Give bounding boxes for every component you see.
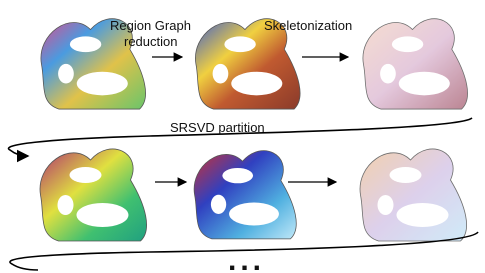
step-label: SRSVD partition [170, 120, 265, 135]
page: Region Graph reduction Skeletonization S… [0, 0, 485, 273]
model-partition-2 [194, 151, 296, 239]
model-partition-1 [40, 149, 147, 241]
model-skeleton-2 [360, 149, 467, 241]
figure: Region Graph reduction Skeletonization S… [0, 0, 485, 273]
step-label: Region Graph [110, 18, 191, 33]
step-label: Skeletonization [264, 18, 352, 33]
model-skeleton [363, 19, 468, 109]
ellipsis: ... [228, 244, 265, 273]
step-label: reduction [124, 34, 177, 49]
